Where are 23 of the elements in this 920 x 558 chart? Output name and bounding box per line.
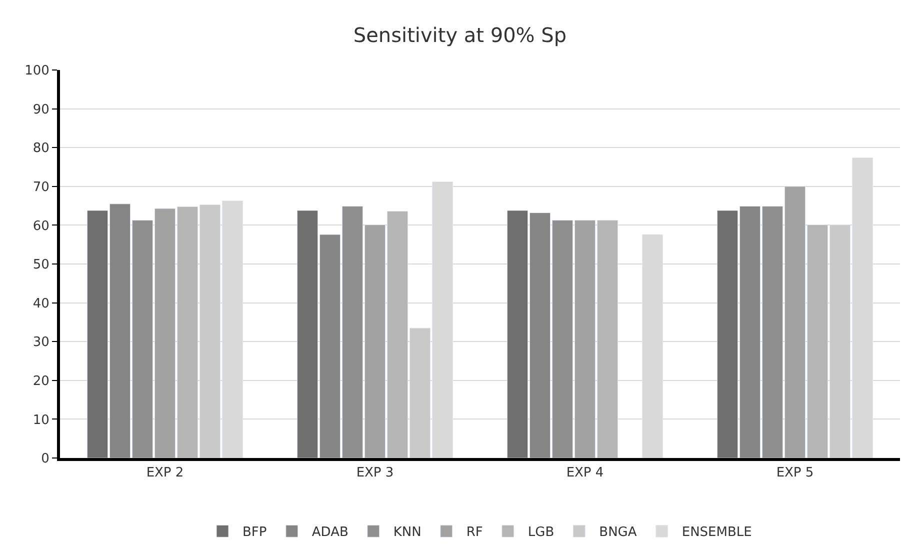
y-tick-label: 60 <box>32 218 50 234</box>
y-tick-label: 40 <box>32 296 50 312</box>
legend-label: ENSEMBLE <box>682 525 752 540</box>
legend-label: RF <box>466 525 483 540</box>
legend-label: BFP <box>242 525 267 540</box>
y-tick-label: 0 <box>41 452 50 467</box>
legend-label: ADAB <box>312 525 348 540</box>
x-tick-label: EXP 4 <box>566 466 604 481</box>
x-tick-label: EXP 5 <box>776 466 814 481</box>
x-tick-label: EXP 2 <box>146 466 184 481</box>
y-tick-label: 100 <box>24 64 50 79</box>
y-tick-label: 10 <box>32 412 50 428</box>
y-tick-label: 80 <box>32 141 50 156</box>
x-tick-label: EXP 3 <box>356 466 394 481</box>
y-tick-label: 30 <box>32 335 50 350</box>
legend-label: BNGA <box>599 525 637 540</box>
y-tick-label: 20 <box>32 374 50 389</box>
legend-label: LGB <box>528 525 554 540</box>
y-tick-label: 90 <box>32 102 50 118</box>
y-tick-label: 70 <box>32 180 50 195</box>
chart-title: Sensitivity at 90% Sp <box>353 22 567 47</box>
y-tick-label: 50 <box>32 258 50 273</box>
legend-label: KNN <box>393 525 422 540</box>
